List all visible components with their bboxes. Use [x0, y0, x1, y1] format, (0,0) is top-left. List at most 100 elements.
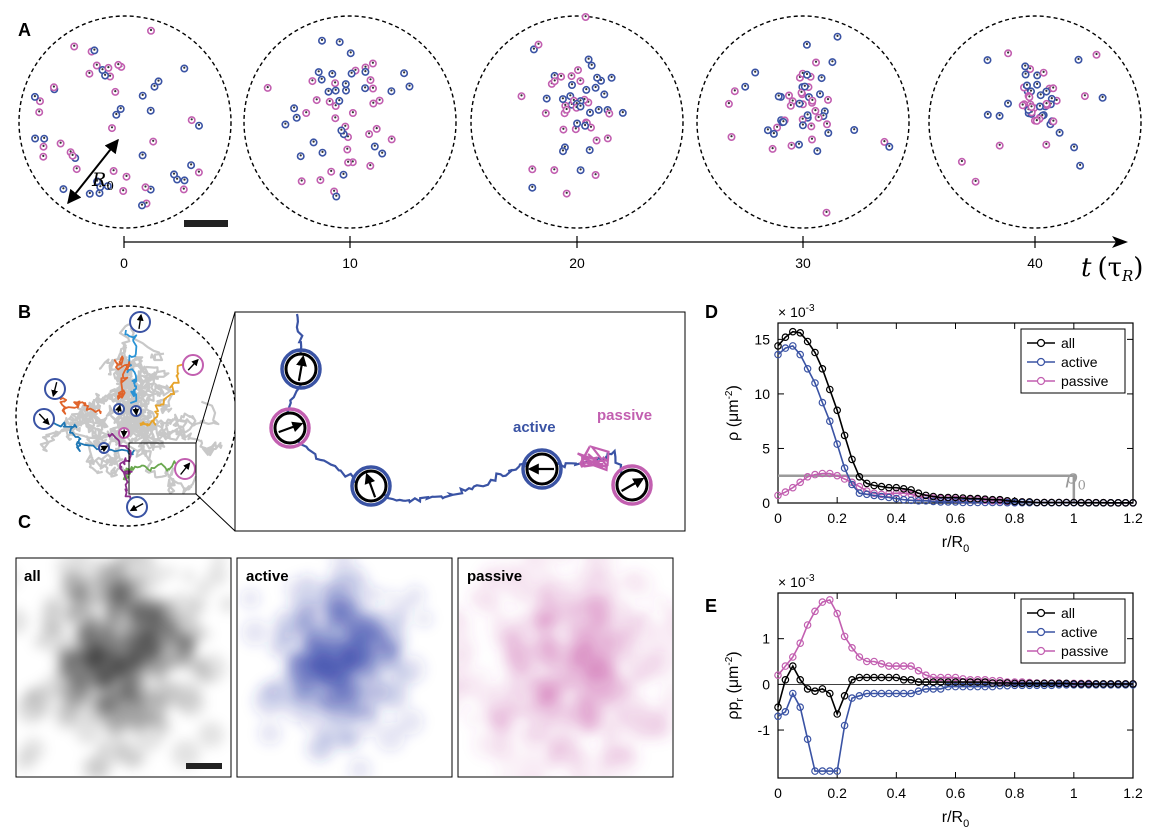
data-point [774, 712, 782, 721]
active-label: active [513, 419, 556, 436]
chart-e: 0 0.2 0.4 0.6 0.8 1 1.2 -1 0 1 × 10-3 r/R0 ρpr (μm-2… [724, 573, 1143, 830]
passive-particle [534, 40, 543, 49]
passive-particle [724, 99, 733, 108]
passive-particle [35, 108, 44, 117]
active-particle [802, 40, 811, 49]
y-tick-label: 15 [754, 331, 770, 347]
data-point [1010, 497, 1019, 506]
time-tick-label: 30 [795, 255, 811, 271]
legend-marker [1036, 338, 1046, 348]
yellow-trajectory [139, 359, 189, 427]
data-point [811, 470, 819, 479]
passive-particle [325, 97, 334, 106]
active-particle [150, 82, 159, 91]
passive-particle [1018, 101, 1027, 110]
active-particle-icon [126, 496, 148, 518]
data-point [951, 498, 960, 506]
data-point [951, 678, 960, 686]
panel-e-label: E [705, 596, 717, 616]
active-particle [341, 86, 350, 95]
passive-particle [366, 76, 375, 85]
active-particle [335, 96, 344, 105]
passive-particle [1092, 50, 1101, 59]
passive-particle [971, 177, 980, 186]
active-particle [769, 129, 778, 138]
passive-particle [331, 102, 340, 111]
active-particle [101, 71, 110, 80]
data-point [803, 685, 812, 693]
data-point [811, 379, 819, 387]
legend-label-passive: passive [1061, 373, 1109, 389]
data-point [1077, 498, 1086, 507]
data-point [936, 678, 945, 686]
data-point [922, 491, 930, 500]
data-point [936, 493, 945, 502]
passive-particle [573, 66, 582, 75]
y-tick-label: 5 [762, 440, 770, 456]
data-point [1003, 679, 1012, 687]
data-point [1018, 679, 1026, 688]
active-particle [1074, 55, 1083, 64]
active-particle [90, 46, 99, 55]
passive-particle [92, 61, 101, 70]
snapshot-circle-30 [696, 15, 910, 229]
data-point [914, 678, 923, 686]
data-point [803, 364, 812, 373]
data-point [966, 678, 975, 686]
x-tick-label: 0.6 [946, 785, 966, 801]
data-point [855, 691, 864, 700]
passive-particle [880, 137, 889, 146]
passive-particle [727, 133, 736, 142]
active-particle [347, 69, 356, 78]
data-point [1055, 679, 1063, 688]
active-particle [802, 70, 811, 79]
data-point [781, 707, 790, 716]
chart-d: 0 0.2 0.4 0.6 0.8 1 1.2 0 5 10 15 × 10-3 r/R0 ρ (μm-2… [724, 303, 1143, 555]
legend-label-active: active [1061, 624, 1098, 640]
active-particle [332, 192, 341, 201]
active-particle [40, 134, 49, 143]
active-particle-icon [521, 448, 563, 490]
active-particle [584, 55, 593, 64]
data-point [929, 497, 938, 506]
active-particle [195, 121, 204, 130]
x-tick-label: 1.2 [1123, 785, 1143, 801]
active-particle [585, 108, 594, 117]
data-point [855, 489, 864, 498]
passive-particle [528, 165, 537, 174]
inset-passive-path [577, 444, 610, 472]
active-particle [85, 189, 94, 198]
passive-particle [1042, 99, 1051, 108]
data-point [833, 406, 842, 415]
passive-particle [811, 58, 820, 67]
passive-particle [68, 151, 77, 160]
passive-particle [773, 123, 782, 132]
active-particle [774, 92, 783, 101]
data-point [840, 632, 849, 641]
passive-particle [784, 91, 793, 100]
y-exponent: × 10-3 [778, 303, 815, 320]
y-axis-label: ρpr (μm-2) [724, 651, 746, 719]
data-point [959, 678, 967, 686]
panel-c-label: C [18, 512, 31, 532]
passive-particle [104, 63, 113, 72]
data-point [907, 496, 915, 505]
data-point [774, 671, 782, 680]
gray-trajectory [106, 419, 188, 453]
passive-particle [368, 84, 377, 93]
data-point [877, 659, 886, 668]
data-point [825, 469, 834, 478]
active-particle [1003, 99, 1012, 108]
data-point [1129, 498, 1137, 507]
data-point [833, 710, 842, 718]
zoom-line-bottom [195, 493, 236, 532]
snapshot-particles-20 [517, 13, 627, 198]
snapshot-particles-0 [30, 26, 204, 210]
data-point [899, 675, 908, 684]
passive-particle [559, 125, 568, 134]
data-point [840, 431, 849, 440]
data-point [788, 483, 797, 492]
data-point [796, 675, 805, 684]
passive-particle [312, 96, 321, 105]
passive-particle [302, 109, 311, 118]
